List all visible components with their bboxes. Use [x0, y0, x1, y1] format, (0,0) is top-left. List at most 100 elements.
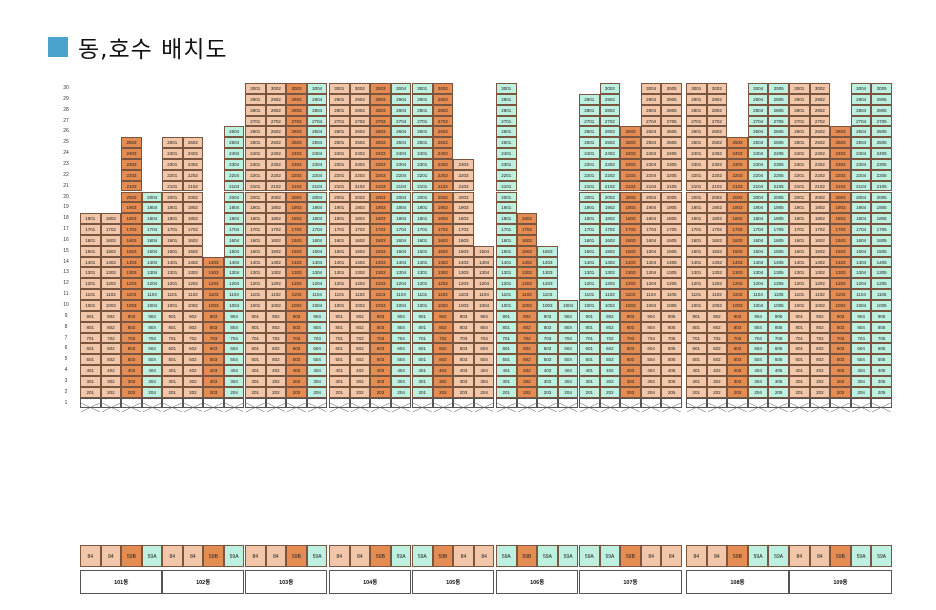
unit-cell[interactable]: 603	[620, 343, 641, 355]
unit-cell[interactable]: 1105	[768, 289, 789, 300]
unit-cell[interactable]: 1503	[620, 245, 641, 257]
unit-cell[interactable]: 1802	[809, 213, 831, 225]
unit-cell[interactable]: 2403	[620, 148, 641, 159]
unit-cell[interactable]: 304	[640, 375, 662, 387]
unit-cell[interactable]: 2501	[686, 137, 707, 149]
unit-cell[interactable]: 1703	[121, 224, 142, 235]
unit-cell[interactable]: 3004	[640, 83, 662, 94]
unit-cell[interactable]: 2001	[789, 191, 810, 203]
unit-cell[interactable]: 2904	[390, 93, 412, 105]
unit-cell[interactable]: 2403	[286, 148, 307, 159]
unit-cell[interactable]: 401	[579, 365, 600, 376]
unit-cell[interactable]: 1003	[537, 300, 558, 311]
unit-cell[interactable]: 1401	[245, 256, 266, 268]
unit-cell[interactable]: 604	[747, 343, 769, 355]
unit-cell[interactable]: 2605	[661, 126, 682, 138]
unit-cell[interactable]: 604	[557, 343, 579, 355]
unit-cell[interactable]: 2304	[306, 158, 328, 170]
unit-cell[interactable]: 2701	[579, 115, 600, 127]
unit-cell[interactable]: 3001	[329, 83, 350, 94]
unit-cell[interactable]: 2204	[223, 169, 245, 181]
unit-cell[interactable]: 1205	[661, 278, 682, 290]
unit-cell[interactable]: 505	[768, 354, 789, 366]
unit-cell[interactable]: 204	[557, 386, 579, 398]
unit-cell[interactable]: 1402	[809, 256, 831, 268]
unit-cell[interactable]: 2801	[245, 104, 266, 116]
unit-cell[interactable]: 1204	[747, 278, 769, 290]
unit-cell[interactable]: 1602	[349, 234, 371, 246]
unit-cell[interactable]: 901	[496, 310, 517, 322]
unit-cell[interactable]: 902	[432, 310, 454, 322]
unit-cell[interactable]: 2602	[809, 126, 831, 138]
unit-cell[interactable]: 2403	[121, 148, 142, 159]
unit-cell[interactable]: 1504	[640, 245, 662, 257]
unit-cell[interactable]: 304	[306, 375, 328, 387]
unit-cell[interactable]: 2304	[850, 158, 872, 170]
unit-cell[interactable]: 1701	[329, 224, 350, 235]
unit-cell[interactable]: 1103	[203, 289, 224, 300]
unit-cell[interactable]: 1001	[245, 300, 266, 311]
unit-cell[interactable]: 705	[661, 332, 682, 344]
unit-cell[interactable]: 2004	[306, 191, 328, 203]
unit-cell[interactable]: 2403	[830, 148, 851, 159]
unit-cell[interactable]: 1502	[599, 245, 621, 257]
unit-cell[interactable]: 404	[223, 365, 245, 376]
unit-cell[interactable]: 3001	[686, 83, 707, 94]
unit-cell[interactable]: 1602	[809, 234, 831, 246]
unit-cell[interactable]: 304	[390, 375, 412, 387]
unit-cell[interactable]: 503	[121, 354, 142, 366]
unit-cell[interactable]: 2401	[412, 148, 433, 159]
unit-cell[interactable]: 1001	[80, 300, 101, 311]
unit-cell[interactable]: 2203	[370, 169, 391, 181]
unit-cell[interactable]: 1904	[640, 202, 662, 214]
unit-cell[interactable]: 2101	[162, 180, 183, 192]
unit-cell[interactable]: 2104	[390, 180, 412, 192]
unit-cell[interactable]: 805	[871, 321, 892, 333]
unit-cell[interactable]: 1401	[329, 256, 350, 268]
unit-cell[interactable]: 1104	[223, 289, 245, 300]
unit-cell[interactable]: 2501	[412, 137, 433, 149]
unit-cell[interactable]: 1202	[349, 278, 371, 290]
unit-cell[interactable]: 304	[747, 375, 769, 387]
unit-cell[interactable]: 803	[286, 321, 307, 333]
unit-cell[interactable]: 2202	[265, 169, 287, 181]
unit-cell[interactable]: 901	[80, 310, 101, 322]
unit-cell[interactable]: 802	[265, 321, 287, 333]
unit-cell[interactable]: 201	[686, 386, 707, 398]
unit-cell[interactable]: 1803	[286, 213, 307, 225]
unit-cell[interactable]: 501	[412, 354, 433, 366]
unit-cell[interactable]: 502	[432, 354, 454, 366]
unit-cell[interactable]: 2005	[871, 191, 892, 203]
unit-cell[interactable]: 1704	[141, 224, 163, 235]
unit-cell[interactable]: 2301	[686, 158, 707, 170]
unit-cell[interactable]: 1403	[830, 256, 851, 268]
unit-cell[interactable]: 1101	[329, 289, 350, 300]
unit-cell[interactable]: 301	[80, 375, 101, 387]
unit-cell[interactable]: 1301	[162, 267, 183, 279]
unit-cell[interactable]: 605	[661, 343, 682, 355]
unit-cell[interactable]: 1704	[747, 224, 769, 235]
unit-cell[interactable]: 201	[245, 386, 266, 398]
unit-cell[interactable]: 904	[640, 310, 662, 322]
unit-cell[interactable]: 202	[432, 386, 454, 398]
unit-cell[interactable]: 502	[516, 354, 538, 366]
unit-cell[interactable]: 2203	[830, 169, 851, 181]
unit-cell[interactable]: 2602	[432, 126, 454, 138]
unit-cell[interactable]: 503	[453, 354, 474, 366]
unit-cell[interactable]: 2203	[453, 169, 474, 181]
unit-cell[interactable]: 302	[182, 375, 204, 387]
unit-cell[interactable]: 2902	[349, 93, 371, 105]
unit-cell[interactable]: 801	[496, 321, 517, 333]
unit-cell[interactable]: 1404	[306, 256, 328, 268]
unit-cell[interactable]: 2502	[599, 137, 621, 149]
unit-cell[interactable]: 503	[727, 354, 748, 366]
unit-cell[interactable]: 901	[162, 310, 183, 322]
unit-cell[interactable]: 2204	[390, 169, 412, 181]
unit-cell[interactable]: 1403	[727, 256, 748, 268]
unit-cell[interactable]: 905	[871, 310, 892, 322]
unit-cell[interactable]: 1101	[789, 289, 810, 300]
unit-cell[interactable]: 1004	[390, 300, 412, 311]
unit-cell[interactable]: 1302	[432, 267, 454, 279]
unit-cell[interactable]: 2702	[706, 115, 728, 127]
unit-cell[interactable]: 1902	[706, 202, 728, 214]
